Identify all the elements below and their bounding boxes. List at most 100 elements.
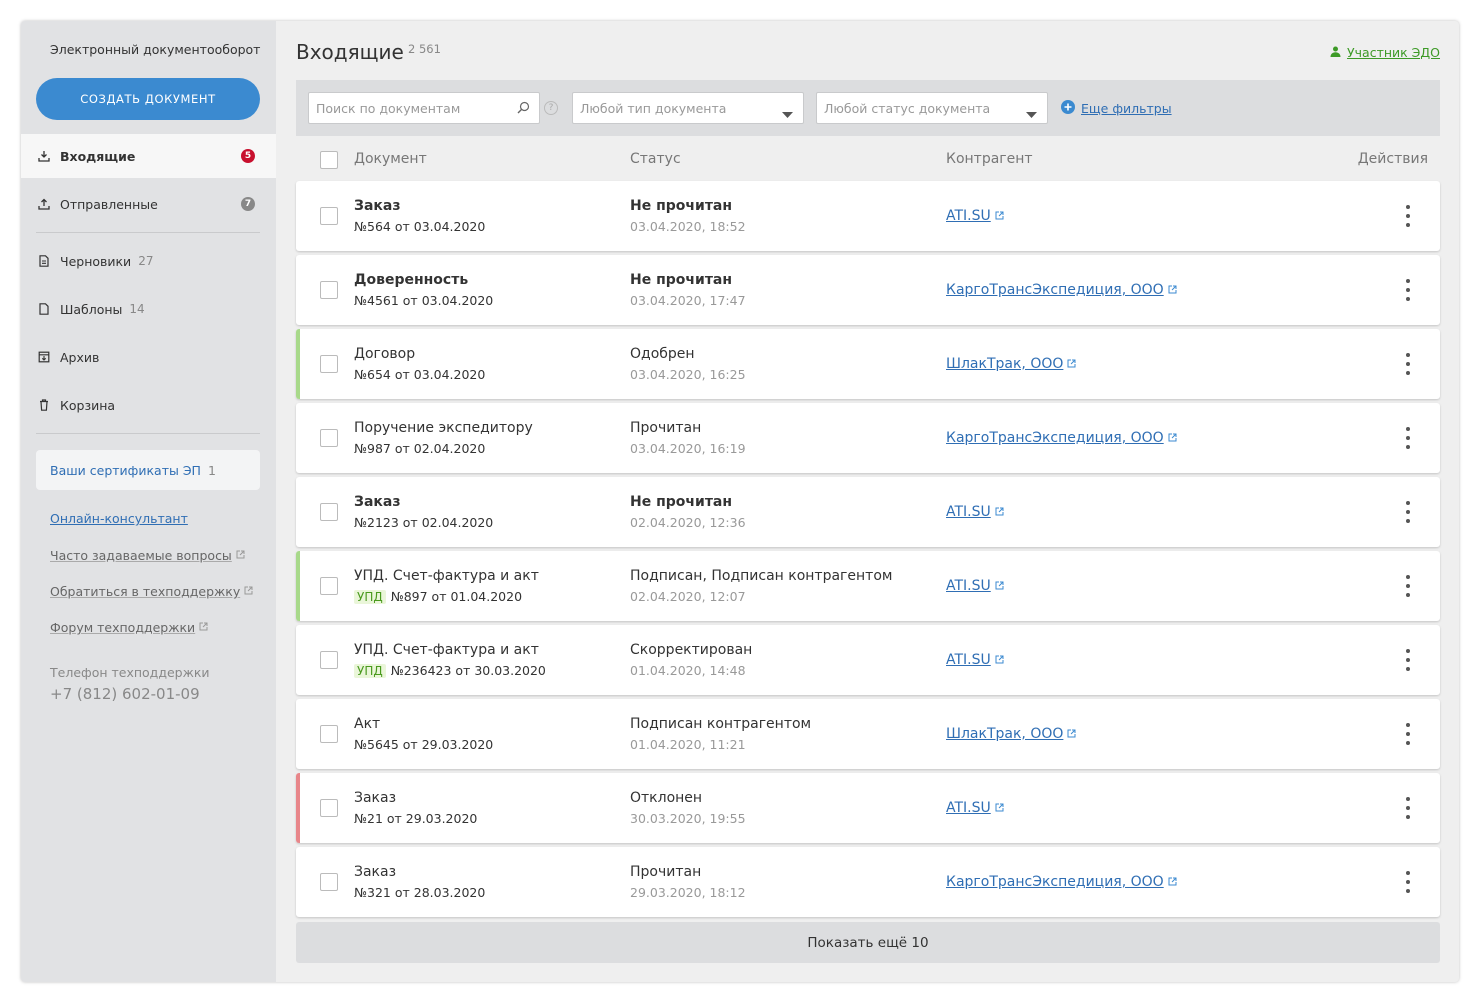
draft-document-icon	[38, 255, 50, 267]
sidebar-item-sent[interactable]: Отправленные	[21, 182, 276, 226]
document-status: Подписан контрагентом	[630, 716, 812, 732]
counterparty-link[interactable]: ATI.SU	[946, 578, 1004, 594]
status-date: 03.04.2020, 16:19	[630, 441, 746, 456]
row-checkbox[interactable]	[320, 651, 338, 669]
counterparty-link[interactable]: ШлакТрак, ООО	[946, 726, 1076, 742]
row-status-stripe	[296, 551, 300, 621]
document-number: №987 от 02.04.2020	[354, 441, 485, 456]
more-actions-icon[interactable]	[1398, 277, 1418, 303]
faq-link-label: Часто задаваемые вопросы	[50, 548, 232, 563]
row-checkbox[interactable]	[320, 799, 338, 817]
table-row[interactable]: Заказ №2123 от 02.04.2020 Не прочитан 02.04…	[296, 477, 1440, 547]
counterparty-link[interactable]: КаргоТрансЭкспедиция, ООО	[946, 282, 1177, 298]
more-actions-icon[interactable]	[1398, 203, 1418, 229]
participant-link[interactable]: Участник ЭДО	[1330, 45, 1440, 60]
table-row[interactable]: Заказ №564 от 03.04.2020 Не прочитан 03.04.…	[296, 181, 1440, 251]
document-title: УПД. Счет-фактура и акт	[354, 642, 539, 658]
document-status: Одобрен	[630, 346, 695, 362]
doc-type-select[interactable]: Любой тип документа	[572, 92, 804, 124]
more-filters-label: Еще фильтры	[1081, 101, 1172, 116]
row-checkbox[interactable]	[320, 577, 338, 595]
certificates-count: 1	[207, 462, 216, 478]
document-number-text: №236423 от 30.03.2020	[390, 663, 546, 678]
external-link-icon	[995, 578, 1004, 594]
more-actions-icon[interactable]	[1398, 721, 1418, 747]
row-checkbox[interactable]	[320, 503, 338, 521]
row-checkbox[interactable]	[320, 355, 338, 373]
support-phone: +7 (812) 602-01-09	[50, 685, 200, 703]
row-status-stripe	[296, 847, 300, 917]
forum-link[interactable]: Форум техподдержки	[50, 619, 208, 635]
doc-status-select[interactable]: Любой статус документа	[816, 92, 1048, 124]
counterparty-link[interactable]: КаргоТрансЭкспедиция, ООО	[946, 874, 1177, 890]
row-checkbox[interactable]	[320, 281, 338, 299]
counterparty-link[interactable]: ATI.SU	[946, 800, 1004, 816]
row-status-stripe	[296, 477, 300, 547]
more-actions-icon[interactable]	[1398, 573, 1418, 599]
more-actions-icon[interactable]	[1398, 351, 1418, 377]
table-row[interactable]: Договор №654 от 03.04.2020 Одобрен 03.04.20…	[296, 329, 1440, 399]
row-checkbox[interactable]	[320, 873, 338, 891]
document-title: Поручение экспедитору	[354, 420, 533, 436]
user-icon	[1330, 45, 1341, 60]
document-number: №321 от 28.03.2020	[354, 885, 485, 900]
sidebar-item-drafts[interactable]: Черновики 27	[21, 239, 276, 283]
document-number-text: №654 от 03.04.2020	[354, 367, 486, 382]
inbox-badge: 5	[241, 149, 255, 163]
column-header-status: Статус	[630, 151, 681, 167]
help-icon[interactable]: ?	[544, 101, 558, 115]
row-status-stripe	[296, 773, 300, 843]
more-actions-icon[interactable]	[1398, 869, 1418, 895]
online-consultant-link[interactable]: Онлайн-консультант	[50, 511, 188, 526]
document-status: Отклонен	[630, 790, 703, 806]
select-all-checkbox[interactable]	[320, 151, 338, 169]
row-status-stripe	[296, 699, 300, 769]
more-actions-icon[interactable]	[1398, 425, 1418, 451]
counterparty-link[interactable]: ATI.SU	[946, 208, 1004, 224]
more-filters-button[interactable]: Еще фильтры	[1061, 100, 1172, 117]
sidebar: Электронный документооборот СОЗДАТЬ ДОКУ…	[21, 21, 276, 982]
search-input[interactable]: Поиск по документам	[308, 92, 540, 124]
sidebar-item-inbox[interactable]: Входящие	[21, 134, 276, 178]
create-document-button[interactable]: СОЗДАТЬ ДОКУМЕНТ	[36, 78, 260, 120]
document-status: Не прочитан	[630, 198, 733, 214]
document-number: №5645 от 29.03.2020	[354, 737, 493, 752]
table-row[interactable]: УПД. Счет-фактура и акт УПД №897 от 01.04.…	[296, 551, 1440, 621]
document-number-text: №21 от 29.03.2020	[354, 811, 478, 826]
sidebar-item-trash[interactable]: Корзина	[21, 383, 276, 427]
faq-link[interactable]: Часто задаваемые вопросы	[50, 547, 245, 563]
counterparty-link[interactable]: ATI.SU	[946, 504, 1004, 520]
more-actions-icon[interactable]	[1398, 795, 1418, 821]
document-title: Заказ	[354, 864, 397, 880]
counterparty-link[interactable]: КаргоТрансЭкспедиция, ООО	[946, 430, 1177, 446]
counterparty-name: ATI.SU	[946, 800, 991, 816]
document-status: Скорректирован	[630, 642, 753, 658]
document-status: Прочитан	[630, 420, 702, 436]
table-row[interactable]: Доверенность №4561 от 03.04.2020 Не прочит…	[296, 255, 1440, 325]
external-link-icon	[199, 619, 208, 634]
certificates-button[interactable]: Ваши сертификаты ЭП 1	[36, 450, 260, 490]
status-date: 02.04.2020, 12:07	[630, 589, 746, 604]
upd-tag: УПД	[354, 589, 386, 604]
plus-circle-icon	[1061, 100, 1075, 117]
more-actions-icon[interactable]	[1398, 647, 1418, 673]
counterparty-name: КаргоТрансЭкспедиция, ООО	[946, 874, 1164, 890]
more-actions-icon[interactable]	[1398, 499, 1418, 525]
counterparty-link[interactable]: ATI.SU	[946, 652, 1004, 668]
row-checkbox[interactable]	[320, 429, 338, 447]
sidebar-item-label: Черновики	[60, 253, 132, 269]
table-row[interactable]: Заказ №21 от 29.03.2020 Отклонен 30.03.2020…	[296, 773, 1440, 843]
counterparty-link[interactable]: ШлакТрак, ООО	[946, 356, 1076, 372]
support-link[interactable]: Обратиться в техподдержку	[50, 583, 253, 599]
sidebar-item-archive[interactable]: Архив	[21, 335, 276, 379]
sidebar-item-templates[interactable]: Шаблоны 14	[21, 287, 276, 331]
row-checkbox[interactable]	[320, 207, 338, 225]
table-row[interactable]: Заказ №321 от 28.03.2020 Прочитан 29.03.202…	[296, 847, 1440, 917]
row-checkbox[interactable]	[320, 725, 338, 743]
sidebar-divider	[36, 433, 260, 434]
counterparty-name: ATI.SU	[946, 504, 991, 520]
table-row[interactable]: Акт №5645 от 29.03.2020 Подписан контраген…	[296, 699, 1440, 769]
table-row[interactable]: УПД. Счет-фактура и акт УПД №236423 от 30.…	[296, 625, 1440, 695]
show-more-button[interactable]: Показать ещё 10	[296, 922, 1440, 963]
table-row[interactable]: Поручение экспедитору №987 от 02.04.2020 П…	[296, 403, 1440, 473]
